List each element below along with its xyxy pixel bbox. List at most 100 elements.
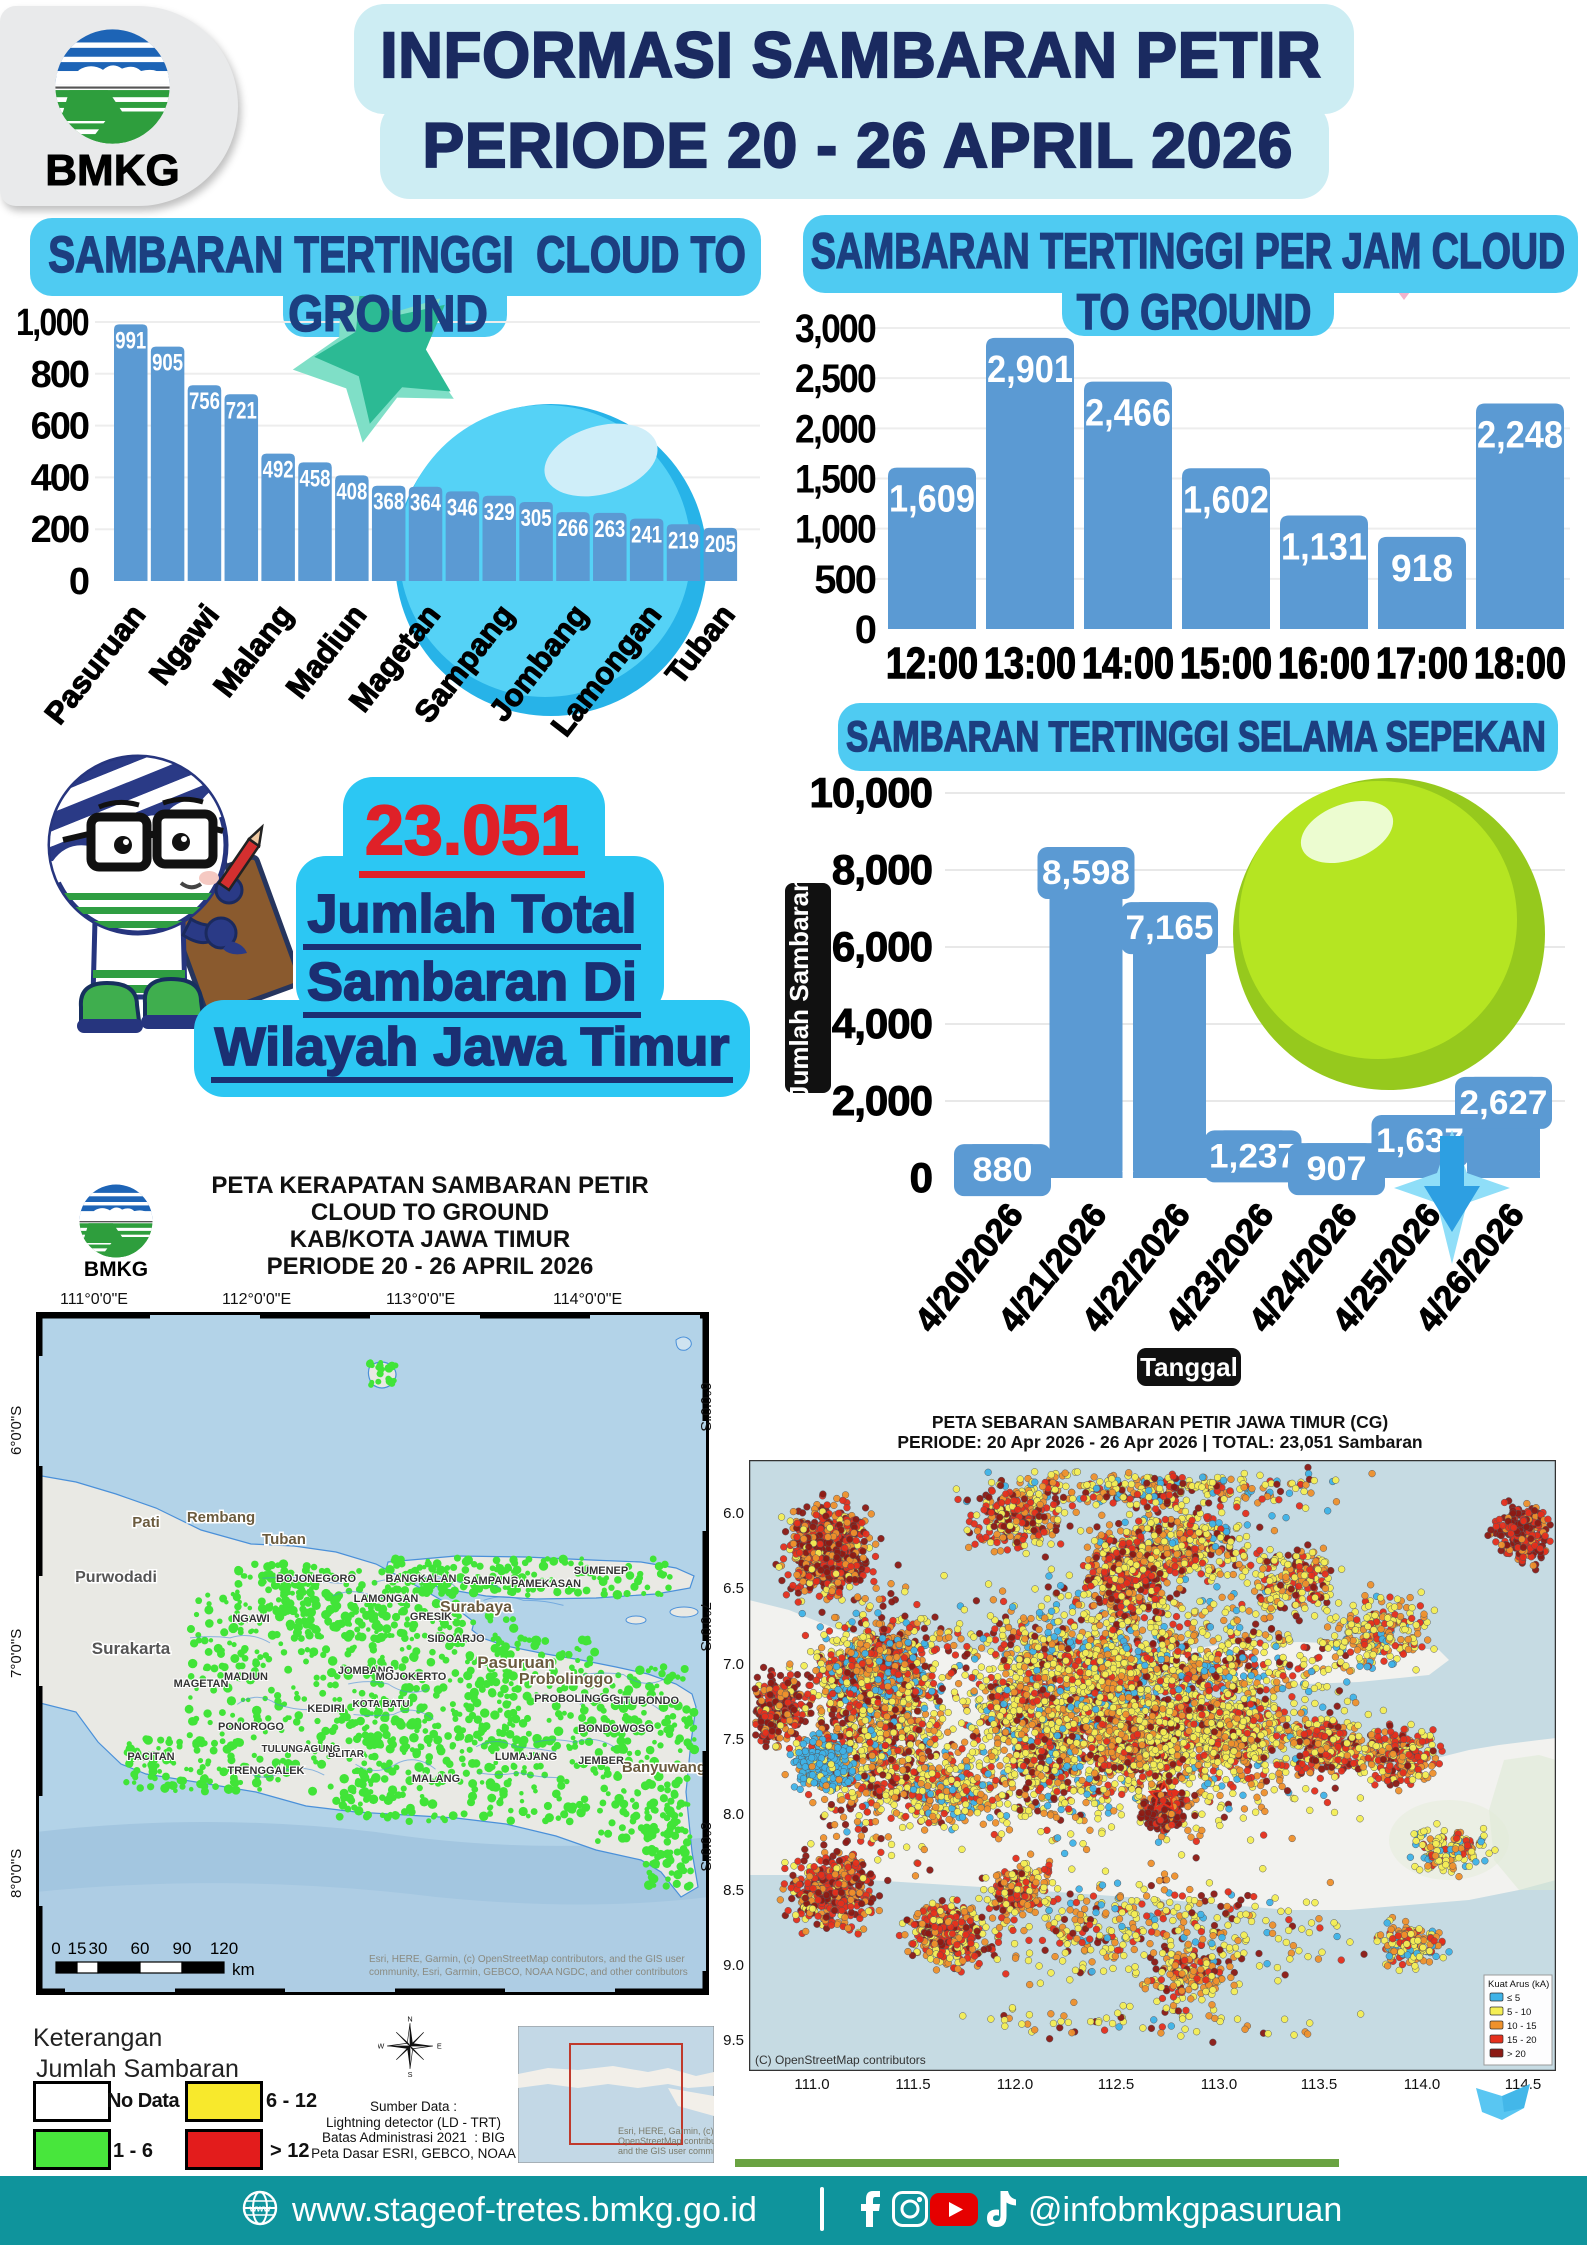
svg-text:PONOROGO: PONOROGO: [218, 1721, 284, 1733]
svg-text:756: 756: [189, 388, 220, 415]
svg-text:MAGETAN: MAGETAN: [174, 1678, 229, 1690]
svg-text:Surabaya: Surabaya: [440, 1599, 512, 1616]
svg-text:W: W: [378, 2042, 384, 2051]
svg-text:219: 219: [668, 527, 699, 554]
svg-text:0: 0: [69, 561, 89, 603]
svg-text:Esri, HERE, Garmin, (c) OpenSt: Esri, HERE, Garmin, (c) OpenStreetMap co…: [369, 1954, 685, 1965]
svg-text:17:00: 17:00: [1376, 639, 1468, 688]
svg-text:PROBOLINGGO: PROBOLINGGO: [534, 1693, 618, 1705]
svg-text:Banyuwangi: Banyuwangi: [622, 1759, 709, 1776]
svg-text:1,131: 1,131: [1281, 527, 1367, 569]
svg-text:7,165: 7,165: [1126, 909, 1214, 947]
svg-text:991: 991: [115, 327, 146, 354]
svg-text:1,602: 1,602: [1183, 479, 1269, 521]
svg-text:0: 0: [910, 1154, 932, 1201]
svg-text:BANGKALAN: BANGKALAN: [386, 1573, 457, 1585]
svg-text:905: 905: [152, 350, 183, 377]
svg-text:205: 205: [705, 531, 736, 558]
svg-text:346: 346: [447, 494, 478, 521]
svg-text:1,237: 1,237: [1209, 1137, 1297, 1175]
svg-text:721: 721: [226, 397, 257, 424]
svg-text:TULUNGAGUNG: TULUNGAGUNG: [262, 1744, 341, 1755]
svg-text:PACITAN: PACITAN: [127, 1751, 174, 1763]
svg-text:918: 918: [1391, 548, 1453, 590]
svg-text:15:00: 15:00: [1180, 639, 1272, 688]
svg-text:2,500: 2,500: [795, 357, 876, 401]
svg-text:90: 90: [173, 1939, 192, 1958]
svg-text:0: 0: [51, 1939, 60, 1958]
svg-text:2,000: 2,000: [832, 1077, 932, 1124]
svg-text:2,901: 2,901: [987, 349, 1073, 391]
svg-text:GRESIK: GRESIK: [410, 1611, 452, 1623]
svg-text:120: 120: [210, 1939, 238, 1958]
svg-text:Pasuruan: Pasuruan: [477, 1653, 554, 1672]
svg-text:30: 30: [89, 1939, 108, 1958]
svg-text:OpenStreetMap contributors,: OpenStreetMap contributors,: [618, 2136, 714, 2146]
svg-text:18:00: 18:00: [1474, 639, 1566, 688]
svg-text:SIDOARJO: SIDOARJO: [427, 1633, 485, 1645]
svg-text:SUMENEP: SUMENEP: [574, 1565, 628, 1577]
svg-text:2,248: 2,248: [1477, 414, 1563, 456]
svg-text:800: 800: [31, 354, 89, 396]
svg-text:Purwodadi: Purwodadi: [75, 1569, 157, 1586]
svg-text:N: N: [407, 2014, 412, 2023]
svg-text:Pasuruan: Pasuruan: [38, 598, 153, 731]
svg-text:2,627: 2,627: [1460, 1084, 1548, 1122]
svg-text:368: 368: [373, 489, 404, 516]
svg-text:305: 305: [521, 505, 552, 532]
svg-text:600: 600: [31, 406, 89, 448]
svg-text:458: 458: [300, 465, 331, 492]
svg-text:and the GIS user community: and the GIS user community: [618, 2146, 714, 2156]
svg-text:NGAWI: NGAWI: [232, 1613, 269, 1625]
svg-text:1,500: 1,500: [795, 458, 876, 502]
svg-text:JEMBER: JEMBER: [578, 1755, 624, 1767]
svg-text:12:00: 12:00: [886, 639, 978, 688]
svg-text:16:00: 16:00: [1278, 639, 1370, 688]
svg-text:KEDIRI: KEDIRI: [307, 1703, 344, 1715]
svg-text:Tuban: Tuban: [262, 1531, 306, 1548]
svg-text:Rembang: Rembang: [187, 1509, 255, 1526]
svg-text:8,000: 8,000: [832, 846, 932, 893]
svg-text:1,000: 1,000: [16, 302, 89, 344]
svg-text:S: S: [408, 2070, 413, 2078]
svg-text:1,000: 1,000: [795, 508, 876, 552]
svg-text:Probolinggo: Probolinggo: [519, 1671, 613, 1688]
svg-text:BONDOWOSO: BONDOWOSO: [578, 1723, 654, 1735]
svg-text:MOJOKERTO: MOJOKERTO: [376, 1671, 447, 1683]
svg-text:364: 364: [410, 490, 442, 517]
svg-text:Surakarta: Surakarta: [92, 1639, 171, 1658]
svg-text:1,609: 1,609: [889, 479, 975, 521]
svg-text:SITUBONDO: SITUBONDO: [613, 1695, 679, 1707]
svg-text:3,000: 3,000: [795, 307, 876, 351]
svg-text:PAMEKASAN: PAMEKASAN: [511, 1578, 581, 1590]
svg-text:km: km: [232, 1960, 255, 1979]
svg-text:200: 200: [31, 509, 89, 551]
svg-text:241: 241: [631, 522, 662, 549]
svg-text:MALANG: MALANG: [412, 1773, 460, 1785]
svg-text:E: E: [437, 2042, 442, 2051]
svg-text:Tanggal: Tanggal: [1140, 1352, 1238, 1382]
svg-text:Pati: Pati: [132, 1514, 160, 1531]
svg-text:LUMAJANG: LUMAJANG: [495, 1751, 557, 1763]
svg-text:500: 500: [814, 558, 875, 602]
svg-text:408: 408: [336, 478, 367, 505]
svg-text:BOJONEGORO: BOJONEGORO: [276, 1573, 357, 1585]
svg-text:8,598: 8,598: [1042, 854, 1130, 892]
svg-text:TRENGGALEK: TRENGGALEK: [228, 1765, 305, 1777]
svg-text:Jumlah Sambaran: Jumlah Sambaran: [784, 876, 814, 1100]
svg-text:JOMBANG: JOMBANG: [338, 1665, 394, 1677]
svg-text:13:00: 13:00: [984, 639, 1076, 688]
svg-text:SAMPANG: SAMPANG: [463, 1575, 518, 1587]
svg-text:266: 266: [557, 515, 588, 542]
svg-text:14:00: 14:00: [1082, 639, 1174, 688]
svg-text:10,000: 10,000: [810, 770, 932, 816]
svg-text:0: 0: [855, 608, 876, 652]
svg-text:4,000: 4,000: [832, 1000, 932, 1047]
svg-text:2,466: 2,466: [1085, 393, 1171, 435]
svg-text:880: 880: [973, 1151, 1033, 1189]
svg-text:BLITAR: BLITAR: [328, 1749, 365, 1760]
svg-text:263: 263: [594, 516, 625, 543]
svg-text:community, Esri, Garmin, GEBCO: community, Esri, Garmin, GEBCO, NOAA NGD…: [369, 1967, 688, 1978]
svg-text:907: 907: [1307, 1150, 1367, 1188]
svg-text:2,000: 2,000: [795, 407, 876, 451]
